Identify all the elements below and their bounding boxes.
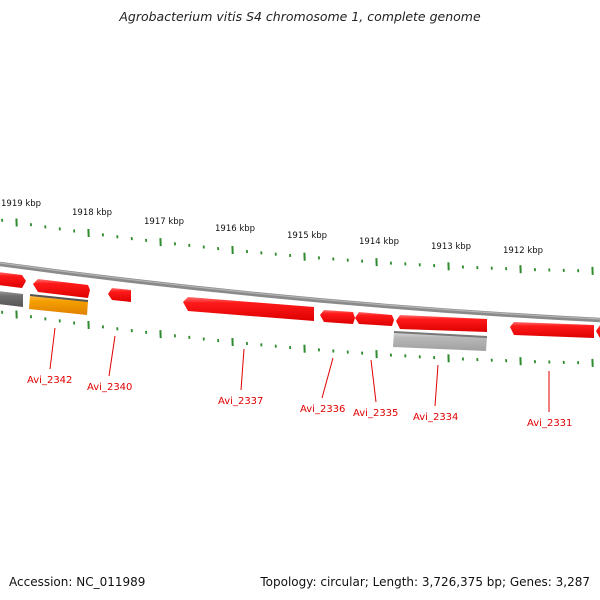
gene-label-avi-2342[interactable]: Avi_2342 (27, 375, 72, 386)
kbp-label-1915: 1915 kbp (287, 231, 327, 241)
gene-arrow-avi-2335[interactable] (355, 312, 394, 326)
kbp-label-1916: 1916 kbp (215, 224, 255, 234)
gene-arrow[interactable] (108, 288, 131, 302)
map-title: Agrobacterium vitis S4 chromosome 1, com… (119, 9, 481, 24)
gene-block-edge (29, 294, 89, 302)
leader-avi-2340 (108, 335, 116, 377)
gene-label-avi-2337[interactable]: Avi_2337 (218, 396, 263, 407)
gene-label-avi-2334[interactable]: Avi_2334 (413, 412, 458, 423)
kbp-label-1919: 1919 kbp (1, 199, 41, 209)
accession-text: Accession: NC_011989 (9, 575, 146, 589)
leader-avi-2334 (434, 364, 439, 407)
outer-tick-ring (1, 218, 594, 275)
gene-leader-lines (49, 327, 550, 412)
gene-arrow-avi-2331[interactable] (510, 322, 594, 338)
gene-labels: Avi_2342 Avi_2340 Avi_2337 Avi_2336 Avi_… (27, 375, 572, 429)
gene-label-avi-2336[interactable]: Avi_2336 (300, 404, 345, 415)
gene-label-avi-2331[interactable]: Avi_2331 (527, 418, 572, 429)
kbp-label-1912: 1912 kbp (503, 246, 543, 256)
gene-arrow-left-edge[interactable] (0, 272, 26, 288)
kbp-label-1918: 1918 kbp (72, 208, 112, 218)
leader-avi-2335 (370, 359, 377, 403)
kbp-label-1913: 1913 kbp (431, 242, 471, 252)
gene-block-dark[interactable] (0, 291, 23, 307)
gene-arrow-avi-2337[interactable] (183, 297, 314, 321)
topology-text: Topology: circular; Length: 3,726,375 bp… (260, 575, 590, 589)
kbp-labels: 1919 kbp 1918 kbp 1917 kbp 1916 kbp 1915… (1, 199, 543, 256)
gene-arrow[interactable] (33, 279, 90, 298)
gene-block-avi-2334[interactable] (393, 332, 487, 351)
leader-avi-2337 (240, 348, 245, 391)
leader-avi-2336 (321, 357, 334, 399)
genome-backbone-highlight (0, 262, 600, 320)
gene-arrow-avi-2334-red[interactable] (396, 315, 487, 332)
gene-label-avi-2340[interactable]: Avi_2340 (87, 382, 132, 393)
genome-backbone (0, 261, 600, 323)
gene-arrow-avi-2336[interactable] (320, 310, 355, 324)
gene-arrow-right-edge[interactable] (596, 325, 600, 338)
kbp-label-1917: 1917 kbp (144, 217, 184, 227)
gene-block-edge (393, 331, 488, 338)
leader-avi-2342 (49, 327, 56, 370)
kbp-label-1914: 1914 kbp (359, 237, 399, 247)
gene-label-avi-2335[interactable]: Avi_2335 (353, 408, 398, 419)
inner-tick-ring (1, 310, 594, 367)
